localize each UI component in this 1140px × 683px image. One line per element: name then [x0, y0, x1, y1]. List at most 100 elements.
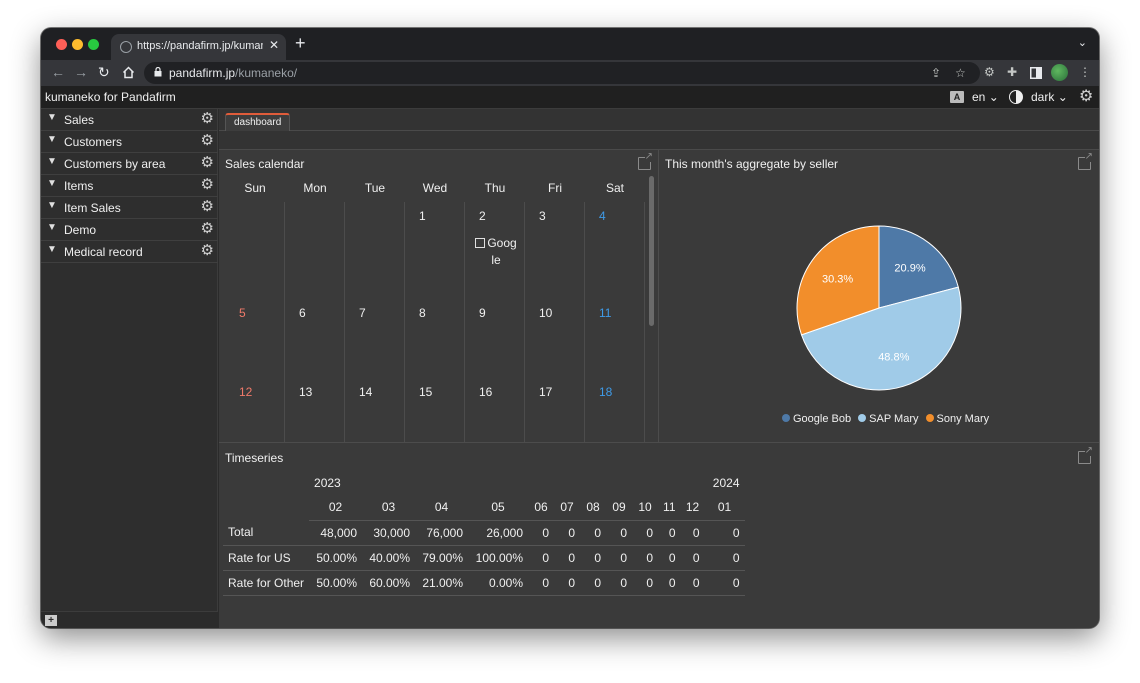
app-settings-gear-icon[interactable]: ⚙: [1079, 88, 1094, 105]
extension-gear-icon[interactable]: ⚙: [984, 65, 995, 79]
tab-close-icon[interactable]: ✕: [268, 38, 279, 52]
calendar-day-cell[interactable]: 6: [285, 299, 345, 378]
gear-icon[interactable]: ⚙: [200, 110, 214, 127]
gear-icon[interactable]: ⚙: [200, 176, 214, 193]
popout-icon[interactable]: [1078, 446, 1093, 464]
calendar-day-number: 16: [479, 385, 493, 399]
sidebar-item-label: Items: [64, 179, 94, 193]
browser-tab-strip: https://pandafirm.jp/kumaneko/ ✕ + ⌄: [41, 28, 1099, 60]
pie-slice-google-bob[interactable]: [878, 225, 959, 309]
browser-tab[interactable]: https://pandafirm.jp/kumaneko/ ✕: [111, 34, 286, 60]
calendar-day-cell[interactable]: 17: [525, 378, 585, 442]
calendar-day-number: 10: [539, 306, 553, 320]
table-cell: 60.00%: [362, 570, 416, 596]
forward-arrow-icon[interactable]: →: [74, 64, 88, 80]
puzzle-extensions-icon[interactable]: ✚: [1007, 65, 1018, 79]
minimize-window-button[interactable]: [72, 39, 83, 50]
maximize-window-button[interactable]: [88, 39, 99, 50]
sidebar-item-items[interactable]: ▼ Items ⚙: [41, 175, 218, 197]
theme-select[interactable]: dark ⌄: [1031, 90, 1068, 104]
calendar-day-cell[interactable]: 7: [345, 299, 405, 378]
calendar-day-cell[interactable]: 10: [525, 299, 585, 378]
calendar-event[interactable]: Goog le: [470, 235, 522, 269]
back-arrow-icon[interactable]: ←: [51, 64, 65, 80]
calendar-day-cell[interactable]: 2 Goog le: [465, 202, 525, 299]
calendar-day-number: 1: [419, 209, 426, 223]
tab-dashboard[interactable]: dashboard: [225, 113, 291, 131]
share-icon[interactable]: ⇪: [931, 66, 942, 80]
calendar-day-cell[interactable]: 9: [465, 299, 525, 378]
pie-slice-sony-mary[interactable]: [796, 225, 880, 336]
gear-icon[interactable]: ⚙: [200, 154, 214, 171]
calendar-day-cell[interactable]: [225, 202, 285, 299]
browser-menu-icon[interactable]: ⋮: [1079, 65, 1091, 79]
chevron-down-icon: ⌄: [1057, 90, 1068, 104]
table-cell: 26,000: [468, 520, 529, 546]
add-panel-icon[interactable]: +: [45, 615, 57, 626]
weekday-header: Sat: [605, 181, 624, 195]
gear-icon[interactable]: ⚙: [200, 220, 214, 237]
calendar-day-cell[interactable]: 16: [465, 378, 525, 442]
calendar-day-cell[interactable]: 1: [405, 202, 465, 299]
chevron-down-icon: ▼: [47, 112, 57, 123]
calendar-day-number: 3: [539, 209, 546, 223]
pie-slice-label: 48.8%: [878, 352, 909, 364]
close-window-button[interactable]: [56, 39, 67, 50]
month-header: 02: [309, 495, 363, 521]
sidebar-item-medical-record[interactable]: ▼ Medical record ⚙: [41, 241, 218, 263]
globe-icon: [120, 41, 132, 53]
side-panel-icon[interactable]: [1030, 67, 1042, 79]
weekday-header: Mon: [303, 181, 327, 195]
table-cell: 40.00%: [362, 545, 416, 571]
legend-item-google-bob[interactable]: Google Bob: [782, 413, 851, 425]
table-cell: 0: [528, 570, 555, 596]
gear-icon[interactable]: ⚙: [200, 132, 214, 149]
language-select[interactable]: en ⌄: [972, 90, 999, 104]
pie-slice-sap-mary[interactable]: [800, 286, 962, 391]
app-title: kumaneko for Pandafirm: [45, 90, 176, 104]
reload-icon[interactable]: ↻: [98, 64, 110, 80]
sidebar-item-label: Item Sales: [64, 201, 121, 215]
calendar-day-cell[interactable]: 14: [345, 378, 405, 442]
month-header: 11: [658, 495, 681, 521]
profile-avatar[interactable]: [1051, 64, 1068, 81]
sidebar-item-item-sales[interactable]: ▼ Item Sales ⚙: [41, 197, 218, 219]
calendar-day-cell[interactable]: 11: [585, 299, 645, 378]
table-corner-cell: [223, 495, 309, 520]
calendar-day-cell[interactable]: [345, 202, 405, 299]
legend-item-sap-mary[interactable]: SAP Mary: [858, 413, 918, 425]
weekday-header: Wed: [422, 181, 448, 195]
gear-icon[interactable]: ⚙: [200, 242, 214, 259]
popout-icon[interactable]: [638, 152, 653, 170]
calendar-day-cell[interactable]: 5: [225, 299, 285, 378]
table-cell: 0: [580, 570, 607, 596]
month-header: 12: [680, 495, 705, 521]
address-bar[interactable]: pandafirm.jp/kumaneko/ ⇪ ☆: [144, 62, 980, 84]
table-cell: 76,000: [415, 520, 469, 546]
bookmark-star-icon[interactable]: ☆: [955, 66, 966, 80]
calendar-day-cell[interactable]: [285, 202, 345, 299]
calendar-day-cell[interactable]: 12: [225, 378, 285, 442]
address-url: pandafirm.jp/kumaneko/: [169, 66, 297, 80]
sidebar-item-sales[interactable]: ▼ Sales ⚙: [41, 109, 218, 131]
calendar-day-cell[interactable]: 8: [405, 299, 465, 378]
home-icon[interactable]: [122, 66, 135, 79]
legend-item-sony-mary[interactable]: Sony Mary: [925, 413, 989, 425]
gear-icon[interactable]: ⚙: [200, 198, 214, 215]
sidebar-item-customers[interactable]: ▼ Customers ⚙: [41, 131, 218, 153]
calendar-day-cell[interactable]: 13: [285, 378, 345, 442]
sidebar-item-customers-by-area[interactable]: ▼ Customers by area ⚙: [41, 153, 218, 175]
sidebar: ▼ Sales ⚙ ▼ Customers ⚙ ▼ Customers by a…: [41, 109, 218, 628]
table-cell: 0: [680, 570, 705, 596]
pie-chart: 20.9% 48.8% 30.3%: [796, 225, 962, 391]
calendar-day-cell[interactable]: 15: [405, 378, 465, 442]
table-cell: 0: [632, 520, 659, 546]
popout-icon[interactable]: [1078, 152, 1093, 170]
sidebar-item-demo[interactable]: ▼ Demo ⚙: [41, 219, 218, 241]
calendar-scrollbar[interactable]: [649, 176, 654, 326]
calendar-day-cell[interactable]: 3: [525, 202, 585, 299]
calendar-day-cell[interactable]: 4: [585, 202, 645, 299]
tab-search-chevron-icon[interactable]: ⌄: [1077, 37, 1087, 49]
calendar-day-cell[interactable]: 18: [585, 378, 645, 442]
new-tab-button[interactable]: +: [295, 33, 306, 53]
